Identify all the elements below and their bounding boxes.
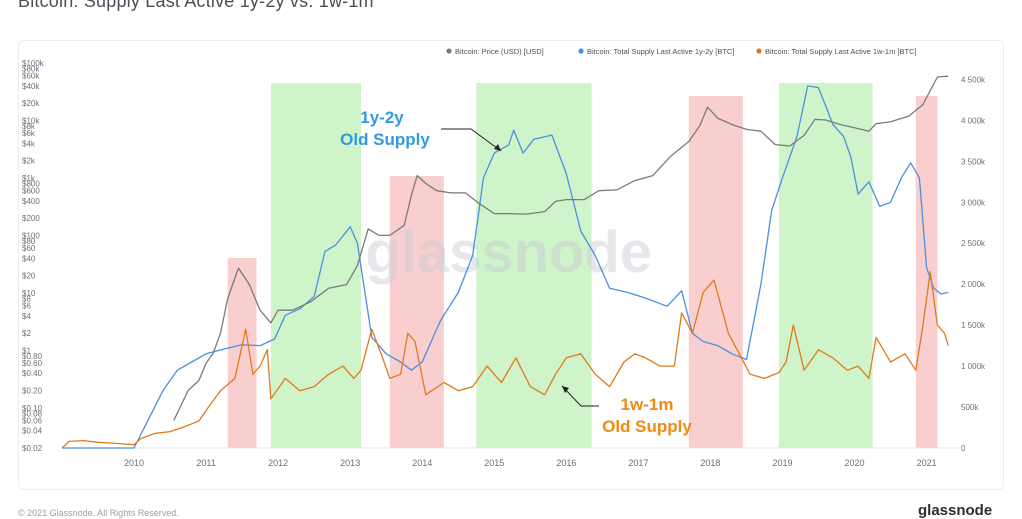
y-right-tick-label-7: 1 000k (961, 362, 986, 371)
y-left-tick-label-13: $400 (22, 197, 40, 206)
copyright-text: © 2021 Glassnode. All Rights Reserved. (18, 508, 179, 518)
x-tick-label-2016: 2016 (556, 458, 576, 468)
annotation-1y2y-line2: Old Supply (340, 130, 430, 149)
legend-supply-1y2y-label: Bitcoin: Total Supply Last Active 1y-2y … (587, 47, 734, 56)
y-left-tick-label-19: $20 (22, 272, 36, 281)
y-left-tick-label-17: $60 (22, 244, 36, 253)
y-right-tick-label-6: 1 500k (961, 321, 986, 330)
x-tick-label-2017: 2017 (628, 458, 648, 468)
y-left-tick-label-34: $0.02 (22, 444, 43, 453)
chart-canvas: glassnode 2010 2011 2012 2013 2014 2015 2016 201… (22, 47, 986, 468)
y-left-tick-label-11: $800 (22, 180, 40, 189)
y-left-tick-label-25: $1 (22, 346, 31, 355)
annotation-1w1m-arrowhead (562, 386, 569, 393)
y-left-tick-label-1: $80k (22, 65, 40, 74)
y-left-tick-label-31: $0.08 (22, 409, 43, 418)
annotation-1w1m-arrow (561, 385, 599, 407)
y-left-tick-label-18: $40 (22, 254, 36, 263)
legend-supply-1w1m-marker (756, 48, 762, 54)
y-right-tick-label-5: 2 000k (961, 280, 986, 289)
glassnode-logo: glassnode (918, 502, 993, 519)
x-tick-label-2014: 2014 (412, 458, 432, 468)
x-tick-label-2019: 2019 (772, 458, 792, 468)
green-band-1 (476, 83, 592, 448)
y-left-tick-label-0: $100k (22, 59, 45, 68)
y-left-tick-label-30: $0.10 (22, 404, 43, 413)
y-right-tick-label-4: 2 500k (961, 239, 986, 248)
supply-1y2y-series-line (62, 85, 949, 449)
y-left-tick-label-32: $0.06 (22, 417, 43, 426)
y-right-tick-label-8: 500k (961, 403, 979, 412)
y-left-tick-label-16: $80 (22, 237, 36, 246)
y-right-tick-label-3: 3 000k (961, 198, 986, 207)
watermark-text: glassnode (365, 220, 652, 285)
legend-supply-1w1m-label: Bitcoin: Total Supply Last Active 1w-1m … (765, 47, 917, 56)
x-tick-label-2010: 2010 (124, 458, 144, 468)
y-left-tick-label-20: $10 (22, 289, 36, 298)
y-left-tick-label-4: $20k (22, 99, 40, 108)
y-left-tick-label-27: $0.60 (22, 359, 43, 368)
red-band-2 (688, 96, 743, 448)
legend-price-label: Bitcoin: Price (USD) [USD] (455, 47, 544, 56)
y-left-tick-label-15: $100 (22, 231, 40, 240)
y-left-tick-label-22: $6 (22, 302, 31, 311)
chart-panel: glassnode 2010 2011 2012 2013 2014 2015 2016 201… (18, 40, 1004, 490)
y-left-tick-label-33: $0.04 (22, 427, 43, 436)
y-left-tick-label-6: $8k (22, 122, 36, 131)
y-left-tick-label-14: $200 (22, 214, 40, 223)
x-tick-label-2020: 2020 (845, 458, 865, 468)
y-left-tick-label-2: $60k (22, 72, 40, 81)
y-left-tick-label-28: $0.40 (22, 369, 43, 378)
y-left-tick-label-9: $2k (22, 157, 36, 166)
y-left-tick-label-3: $40k (22, 82, 40, 91)
y-left-tick-label-23: $4 (22, 312, 31, 321)
x-tick-label-2011: 2011 (196, 458, 215, 468)
y-right-tick-label-1: 4 000k (961, 116, 986, 125)
y-right-tick-label-9: 0 (961, 444, 966, 453)
annotation-1y2y-arrowhead (494, 144, 501, 151)
y-left-tick-label-21: $8 (22, 294, 31, 303)
y-left-tick-label-24: $2 (22, 329, 31, 338)
annotation-1y2y-arrow (441, 128, 502, 152)
annotation-1w1m-line1: 1w-1m (621, 395, 674, 414)
y-right-tick-label-2: 3 500k (961, 157, 986, 166)
red-band-1 (389, 176, 444, 448)
y-left-tick-label-26: $0.80 (22, 352, 43, 361)
x-tick-label-2013: 2013 (340, 458, 360, 468)
x-tick-label-2018: 2018 (700, 458, 720, 468)
y-left-tick-label-8: $4k (22, 139, 36, 148)
red-band-3 (915, 96, 938, 448)
y-right-tick-label-0: 4 500k (961, 75, 986, 84)
annotation-1y2y-line1: 1y-2y (360, 108, 404, 127)
y-left-tick-label-29: $0.20 (22, 387, 43, 396)
legend-supply-1y2y-marker (578, 48, 584, 54)
annotation-1w1m-line2: Old Supply (602, 417, 692, 436)
y-left-tick-label-10: $1k (22, 174, 36, 183)
green-band-2 (778, 83, 873, 448)
y-left-tick-label-12: $600 (22, 187, 40, 196)
y-left-tick-label-5: $10k (22, 116, 40, 125)
green-band-0 (270, 83, 361, 448)
x-tick-label-2012: 2012 (268, 458, 288, 468)
legend-price-marker (446, 48, 452, 54)
x-tick-label-2021: 2021 (917, 458, 937, 468)
x-tick-label-2015: 2015 (484, 458, 504, 468)
page-title: Bitcoin: Supply Last Active 1y-2y vs. 1w… (18, 0, 374, 11)
price-series-line (173, 75, 949, 421)
y-left-tick-label-7: $6k (22, 129, 36, 138)
supply-1w1m-series-line (61, 271, 949, 449)
